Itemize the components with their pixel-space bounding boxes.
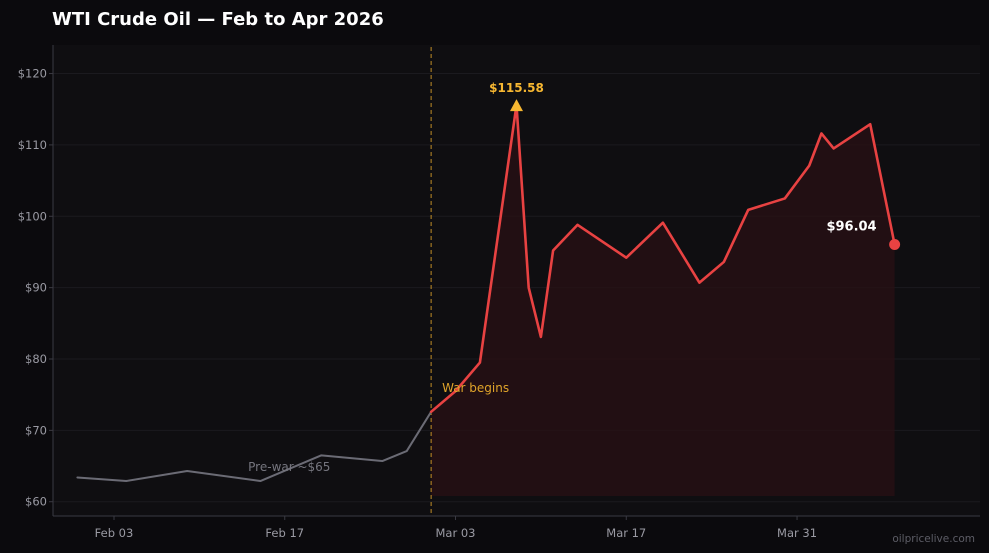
axes	[49, 45, 980, 520]
x-tick-label: Mar 03	[436, 526, 476, 540]
x-tick-label: Feb 03	[95, 526, 134, 540]
y-tick-label: $110	[18, 138, 47, 152]
last-point-marker	[889, 239, 901, 251]
tick-labels: $60 $70 $80 $90 $100 $110 $120 Feb 03 Feb 17 Mar …	[18, 67, 817, 540]
x-tick-label: Mar 31	[777, 526, 817, 540]
y-tick-label: $60	[25, 495, 47, 509]
peak-label: $115.58	[489, 81, 544, 95]
y-tick-label: $120	[18, 67, 47, 81]
y-tick-label: $80	[25, 352, 47, 366]
annotations: War begins Pre-war ~$65 $115.58 $96.04	[248, 81, 901, 474]
y-tick-label: $90	[25, 281, 47, 295]
war-begins-label: War begins	[442, 381, 509, 395]
series-line	[76, 410, 433, 483]
source-label: oilpricelive.com	[892, 533, 975, 545]
y-tick-label: $70	[25, 423, 47, 437]
series-area-fill	[431, 104, 895, 497]
y-tick-label: $100	[18, 209, 47, 223]
x-tick-label: Mar 17	[606, 526, 646, 540]
area-fill	[431, 104, 895, 497]
pre-war-label: Pre-war ~$65	[248, 460, 330, 474]
chart-title: WTI Crude Oil — Feb to Apr 2026	[52, 9, 384, 30]
x-tick-label: Feb 17	[265, 526, 304, 540]
last-price-label: $96.04	[826, 220, 876, 235]
peak-marker	[510, 99, 523, 112]
